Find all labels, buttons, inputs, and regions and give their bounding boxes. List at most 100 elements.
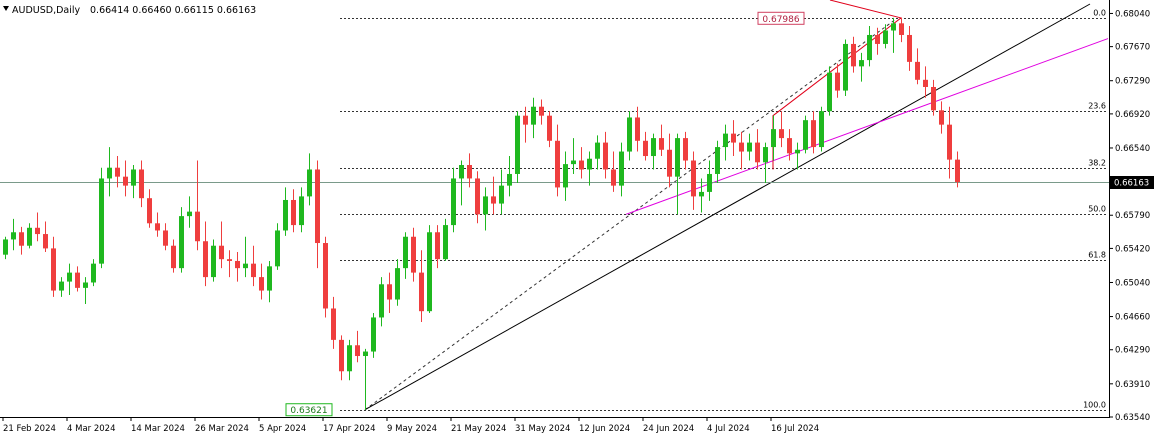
black-trendline[interactable] — [364, 3, 1091, 411]
time-tick-label: 14 Mar 2024 — [131, 424, 185, 434]
candle — [163, 223, 168, 251]
swing-low-label: 0.63621 — [285, 403, 333, 417]
candle — [259, 263, 264, 300]
candle-body — [323, 243, 328, 309]
candle-body — [675, 138, 680, 177]
candle — [843, 39, 848, 96]
candle-body — [283, 199, 288, 231]
candle-body — [171, 245, 176, 269]
candle — [563, 151, 568, 201]
candle — [283, 187, 288, 236]
candle-body — [571, 160, 576, 165]
candle — [395, 259, 400, 306]
candle-body — [123, 176, 128, 186]
candle — [659, 124, 664, 157]
candle — [643, 131, 648, 161]
candle — [363, 348, 368, 410]
candle-body — [859, 60, 864, 67]
price-tick-label: 0.65420 — [1115, 244, 1150, 254]
symbol-label: AUDUSD,Daily — [12, 5, 81, 16]
candle — [403, 232, 408, 279]
candle — [387, 272, 392, 313]
candle-body — [315, 169, 320, 244]
candle-body — [475, 178, 480, 215]
price-tick-label: 0.65040 — [1115, 278, 1150, 288]
candle-body — [619, 151, 624, 186]
price-tick-label: 0.66540 — [1115, 144, 1150, 154]
candle-body — [203, 241, 208, 278]
candle — [51, 236, 56, 297]
candle — [867, 26, 872, 67]
candle — [115, 156, 120, 188]
candle — [155, 212, 160, 237]
candle — [763, 142, 768, 183]
time-tick-label: 21 May 2024 — [451, 424, 506, 434]
candle-body — [715, 147, 720, 174]
candle-body — [899, 23, 904, 35]
fib-level-label: 50.0 — [1088, 205, 1106, 214]
candle-body — [787, 138, 792, 154]
candle-body — [331, 308, 336, 340]
price-tick-label: 0.63540 — [1115, 413, 1150, 423]
candle — [875, 27, 880, 55]
candle — [323, 236, 328, 318]
trendlines[interactable] — [0, 0, 1109, 411]
candle-body — [155, 223, 160, 231]
candle-body — [755, 142, 760, 163]
candle — [3, 236, 8, 260]
candle — [747, 133, 752, 161]
candle-body — [699, 191, 704, 197]
price-axis[interactable]: 0.68040 0.67670 0.67290 0.66920 0.66540 0.657… — [1109, 9, 1150, 423]
time-tick-label: 9 May 2024 — [387, 424, 437, 434]
candle — [75, 266, 80, 292]
candle-body — [627, 117, 632, 152]
candle-body — [723, 133, 728, 148]
candle — [779, 111, 784, 148]
candle — [803, 115, 808, 154]
candle — [579, 147, 584, 179]
fib-diagonal[interactable] — [364, 17, 898, 411]
candle-body — [643, 140, 648, 157]
ohlc-readout: 0.66414 0.66460 0.66115 0.66163 — [90, 5, 256, 16]
symbol-dropdown-icon[interactable] — [3, 6, 9, 11]
candle-body — [259, 277, 264, 291]
candle — [635, 106, 640, 152]
fibonacci-retracement[interactable]: 0.0 23.6 38.2 50.0 61.8 100.0 — [340, 9, 1108, 411]
candle — [627, 111, 632, 161]
candle-body — [867, 34, 872, 61]
candle-body — [211, 245, 216, 278]
candle-body — [595, 142, 600, 159]
candle — [883, 24, 888, 49]
candle — [107, 147, 112, 197]
time-axis[interactable]: 21 Feb 2024 4 Mar 2024 14 Mar 2024 26 Mar 2… — [2, 417, 819, 434]
candle — [619, 142, 624, 197]
fib-level-label: 0.0 — [1093, 9, 1106, 18]
candle-body — [883, 30, 888, 44]
candle-body — [851, 43, 856, 67]
candle-body — [395, 268, 400, 300]
candle-body — [467, 165, 472, 179]
candle — [683, 131, 688, 170]
candle-body — [83, 282, 88, 288]
time-tick-label: 5 Apr 2024 — [259, 424, 306, 434]
candle-body — [947, 124, 952, 160]
candle — [691, 151, 696, 210]
candle-body — [523, 115, 528, 125]
candle-body — [539, 106, 544, 116]
candle-body — [347, 345, 352, 372]
candle-body — [267, 266, 272, 291]
current-price-text: 0.66163 — [1114, 179, 1149, 189]
candle — [147, 189, 152, 228]
candle-body — [587, 158, 592, 170]
candle-body — [443, 225, 448, 260]
candle — [859, 52, 864, 82]
candle-body — [507, 173, 512, 186]
candle-body — [563, 164, 568, 188]
time-tick-label: 17 Apr 2024 — [323, 424, 376, 434]
fib-level-label: 100.0 — [1083, 401, 1106, 410]
candle — [123, 160, 128, 197]
time-tick-label: 4 Jul 2024 — [707, 424, 750, 434]
magenta-trendline[interactable] — [625, 38, 1109, 215]
